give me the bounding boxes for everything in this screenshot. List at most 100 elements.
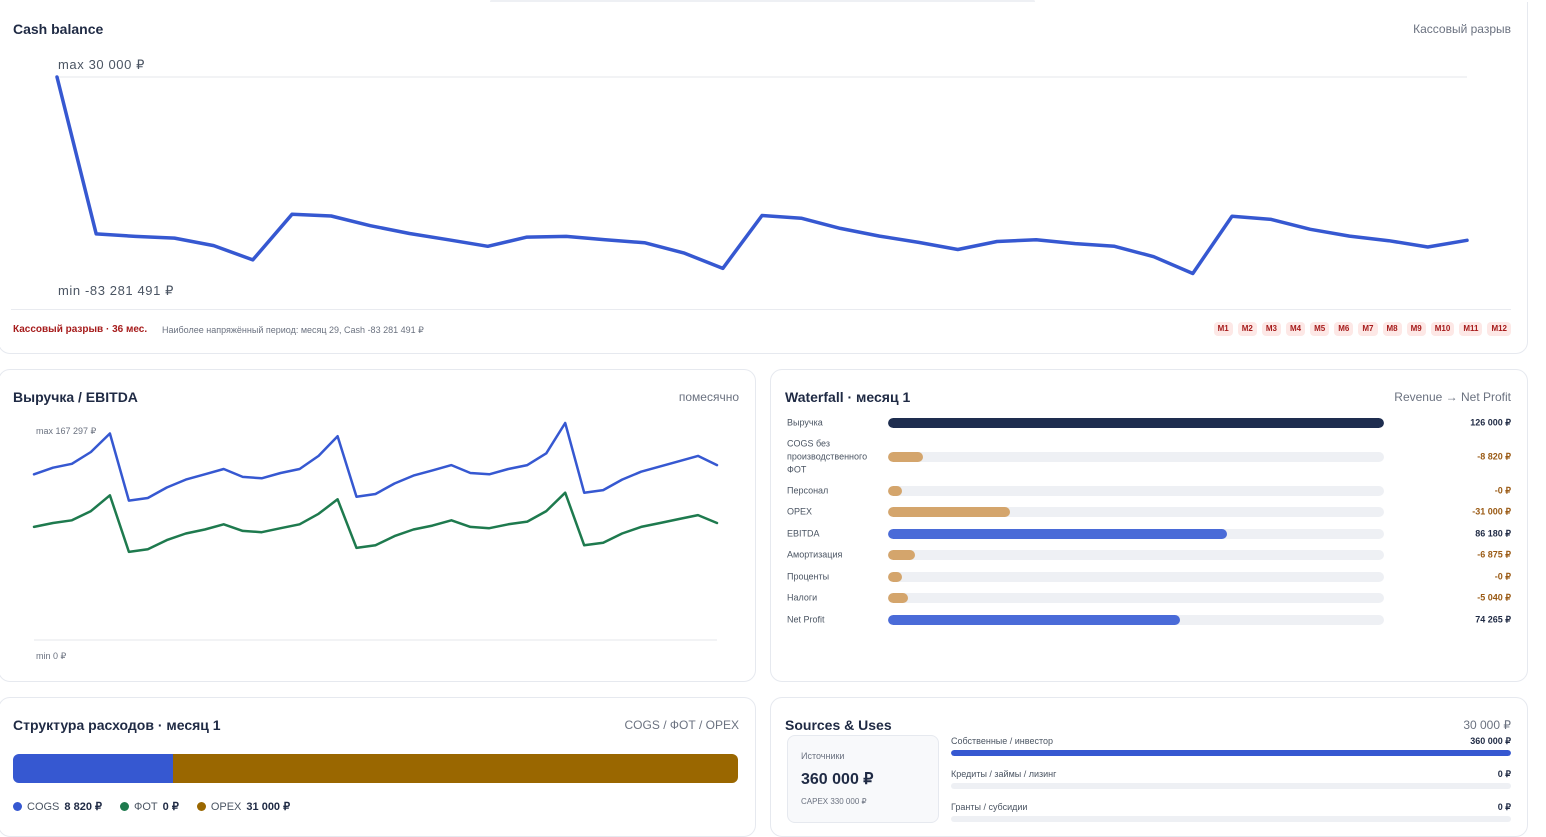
sources-uses-card: Sources & Uses 30 000 ₽ Источники 360 00… [770,697,1528,837]
month-badge[interactable]: M9 [1406,322,1426,336]
waterfall-row: EBITDA 86 180 ₽ [787,524,1511,544]
waterfall-bar [888,550,916,560]
waterfall-track [888,452,1384,462]
month-badge[interactable]: M10 [1430,322,1455,336]
waterfall-bar [888,486,902,496]
month-badge[interactable]: M8 [1382,322,1402,336]
waterfall-row: Амортизация -6 875 ₽ [787,545,1511,565]
sources-box-value: 360 000 ₽ [801,771,874,788]
sources-row-bar [951,750,1511,756]
cash-balance-card: Cash balance Кассовый разрыв max 30 000 … [0,2,1528,354]
cost-legend-item: OPEX 31 000 ₽ [196,800,291,813]
cost-structure-card: Структура расходов · месяц 1 COGS / ФОТ … [0,697,756,837]
revenue-ebitda-card: Выручка / EBITDA помесячно max 167 297 ₽… [0,369,756,682]
sources-box-label: Источники [801,751,845,761]
waterfall-bar [888,593,908,603]
revenue-ebitda-chart: max 167 297 ₽ min 0 ₽ [32,421,719,661]
ebitda-line [32,491,719,554]
waterfall-track [888,572,1384,582]
waterfall-bar [888,529,1228,539]
waterfall-bar [888,572,902,582]
waterfall-row-value: -6 875 ₽ [1477,549,1511,560]
waterfall-row-value: -0 ₽ [1494,571,1511,582]
waterfall-bar [888,507,1011,517]
waterfall-track [888,529,1384,539]
month-badge[interactable]: M1 [1213,322,1233,336]
waterfall-bar [888,615,1181,625]
waterfall-row-label: Net Profit [787,614,825,625]
sources-row-value: 0 ₽ [1497,769,1511,779]
sources-row-name: Кредиты / займы / лизинг [951,769,1057,779]
cash-min-label: min -83 281 491 ₽ [58,283,174,298]
waterfall-track [888,418,1384,428]
legend-dot-icon [120,802,129,811]
waterfall-row: Выручка 126 000 ₽ [787,413,1511,433]
sources-uses-title: Sources & Uses [785,717,892,733]
cost-stacked-bar [13,754,738,783]
sources-row: Гранты / субсидии 0 ₽ [951,802,1511,832]
cost-segment-opex [173,754,738,783]
sources-summary-box: Источники 360 000 ₽ CAPEX 330 000 ₽ [787,735,939,823]
cash-gap-label: Кассовый разрыв · 36 мес. [13,324,148,335]
sources-row: Кредиты / займы / лизинг 0 ₽ [951,769,1511,799]
month-badge[interactable]: M6 [1334,322,1354,336]
waterfall-row-label: Проценты [787,571,830,582]
revenue-title: Выручка / EBITDA [13,389,138,405]
sources-row-value: 360 000 ₽ [1470,736,1511,746]
waterfall-row-label: OPEX [787,506,813,517]
revenue-line [32,421,719,502]
cash-max-label: max 30 000 ₽ [58,57,145,72]
month-badge[interactable]: M12 [1487,322,1511,336]
waterfall-row: Проценты -0 ₽ [787,567,1511,587]
month-badge[interactable]: M5 [1310,322,1330,336]
month-badge[interactable]: M11 [1459,322,1483,336]
waterfall-row-label: Выручка [787,417,823,428]
month-badge[interactable]: M4 [1286,322,1306,336]
month-badge[interactable]: M2 [1237,322,1257,336]
sources-row-track [951,783,1511,789]
waterfall-row-label: Амортизация [787,549,843,560]
waterfall-row-label: COGS без производственного ФОТ [787,438,868,475]
waterfall-row-value: 86 180 ₽ [1475,528,1511,539]
waterfall-row-value: 126 000 ₽ [1470,417,1511,428]
waterfall-row: Налоги -5 040 ₽ [787,588,1511,608]
sources-row: Собственные / инвестор 360 000 ₽ [951,736,1511,766]
waterfall-row: Персонал -0 ₽ [787,481,1511,501]
cost-legend-value: 0 ₽ [162,801,179,813]
waterfall-track [888,550,1384,560]
waterfall-row: Net Profit 74 265 ₽ [787,610,1511,630]
sources-row-value: 0 ₽ [1497,802,1511,812]
sources-uses-hint: 30 000 ₽ [1463,718,1511,732]
cash-gap-note: Наиболее напряжённый период: месяц 29, C… [162,325,424,335]
cost-legend-name: COGS [27,800,60,813]
cost-structure-title: Структура расходов · месяц 1 [13,717,221,733]
waterfall-track [888,593,1384,603]
waterfall-row: OPEX -31 000 ₽ [787,502,1511,522]
waterfall-row-label: Налоги [787,592,818,603]
waterfall-track [888,486,1384,496]
cash-gap-hint: Кассовый разрыв [1413,22,1511,36]
cost-legend-value: 8 820 ₽ [64,801,102,813]
legend-dot-icon [13,802,22,811]
cost-legend: COGS 8 820 ₽ ФОТ 0 ₽ OPEX 31 000 ₽ [13,800,290,813]
month-badge[interactable]: M7 [1358,322,1378,336]
sources-row-track [951,816,1511,822]
revenue-min-label: min 0 ₽ [36,651,67,661]
waterfall-row-value: -31 000 ₽ [1472,506,1511,517]
cash-balance-title: Cash balance [13,21,104,37]
waterfall-row-label: EBITDA [787,528,820,539]
sources-row-name: Гранты / субсидии [951,802,1028,812]
waterfall-row: COGS без производственного ФОТ -8 820 ₽ [787,438,1511,475]
cost-legend-name: OPEX [210,800,242,813]
waterfall-track [888,507,1384,517]
revenue-hint: помесячно [678,390,739,404]
cost-segment-cogs [13,754,174,783]
waterfall-row-value: -5 040 ₽ [1477,592,1511,603]
waterfall-hint: Revenue → Net Profit [1394,390,1511,404]
cash-balance-chart: max 30 000 ₽ min -83 281 491 ₽ [55,57,1469,298]
cost-legend-item: ФОТ 0 ₽ [120,800,179,813]
waterfall-row-value: 74 265 ₽ [1475,614,1511,625]
waterfall-bar [888,418,1384,428]
month-badge[interactable]: M3 [1261,322,1281,336]
cost-legend-value: 31 000 ₽ [246,801,291,813]
